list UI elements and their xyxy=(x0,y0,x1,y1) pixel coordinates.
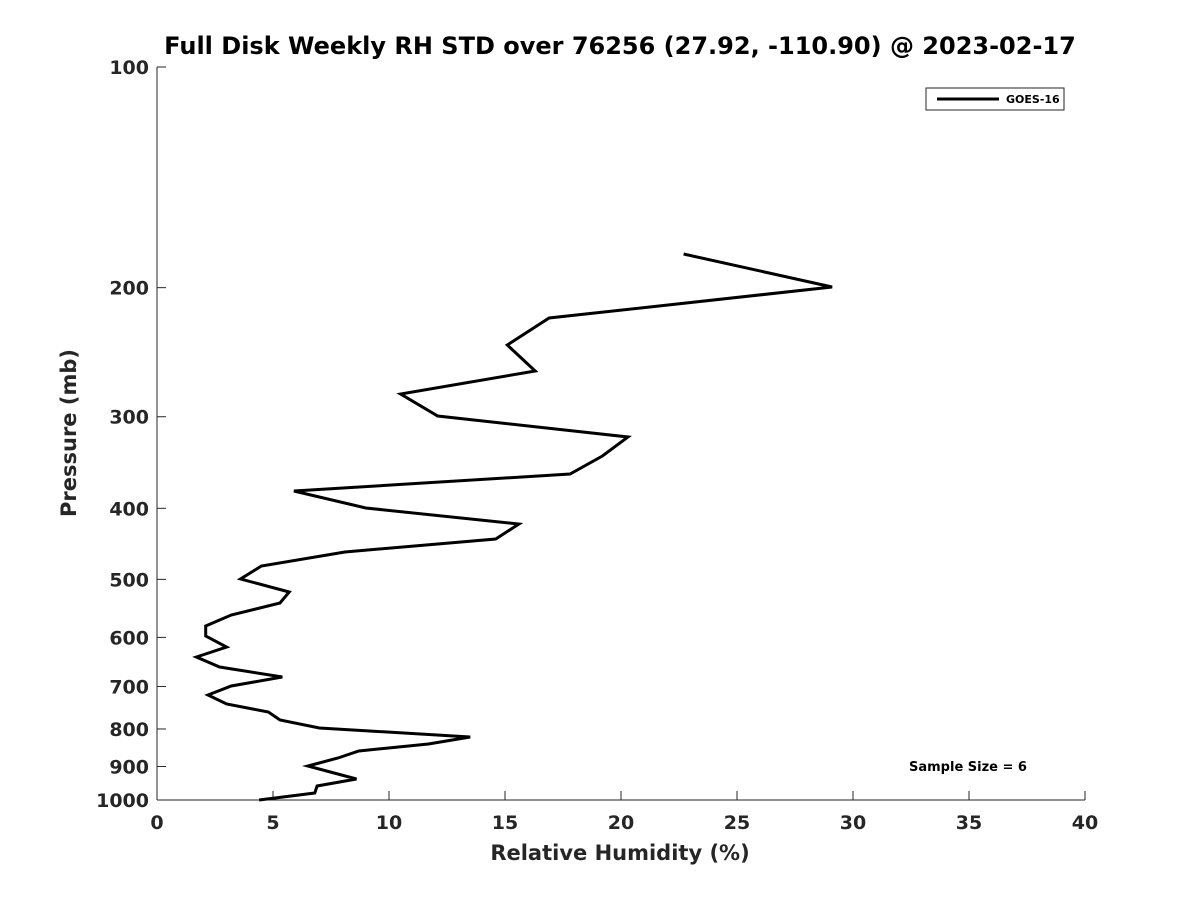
series-line-goes-16 xyxy=(192,252,833,802)
x-tick-label: 25 xyxy=(724,812,750,834)
plot-area xyxy=(156,67,1085,801)
chart-title: Full Disk Weekly RH STD over 76256 (27.9… xyxy=(164,32,1076,60)
y-tick-label: 800 xyxy=(109,719,149,741)
x-tick-label: 5 xyxy=(266,812,279,834)
x-tick-label: 10 xyxy=(376,812,402,834)
x-tick-label: 15 xyxy=(492,812,518,834)
x-axis: 0 5 10 15 20 25 30 35 40 xyxy=(150,791,1098,834)
x-tick-label: 30 xyxy=(840,812,866,834)
y-tick-label: 500 xyxy=(109,569,149,591)
x-tick-label: 20 xyxy=(608,812,634,834)
legend: GOES-16 xyxy=(925,87,1065,111)
legend-label-goes-16: GOES-16 xyxy=(1006,93,1060,106)
x-axis-label: Relative Humidity (%) xyxy=(490,841,749,865)
y-axis: 100 200 300 400 500 600 700 800 900 1000 xyxy=(96,57,166,812)
x-tick-label: 35 xyxy=(956,812,982,834)
x-tick-label: 40 xyxy=(1072,812,1098,834)
sample-size-annotation: Sample Size = 6 xyxy=(909,760,1027,775)
y-tick-label: 300 xyxy=(109,407,149,429)
y-tick-label: 200 xyxy=(109,278,149,300)
y-tick-label: 1000 xyxy=(96,790,149,812)
y-tick-label: 900 xyxy=(109,756,149,778)
y-axis-label: Pressure (mb) xyxy=(57,349,81,517)
y-tick-label: 600 xyxy=(109,627,149,649)
y-tick-label: 700 xyxy=(109,676,149,698)
x-tick-label: 0 xyxy=(150,812,163,834)
series-layer xyxy=(192,252,833,802)
y-tick-label: 100 xyxy=(109,57,149,79)
y-tick-label: 400 xyxy=(109,498,149,520)
